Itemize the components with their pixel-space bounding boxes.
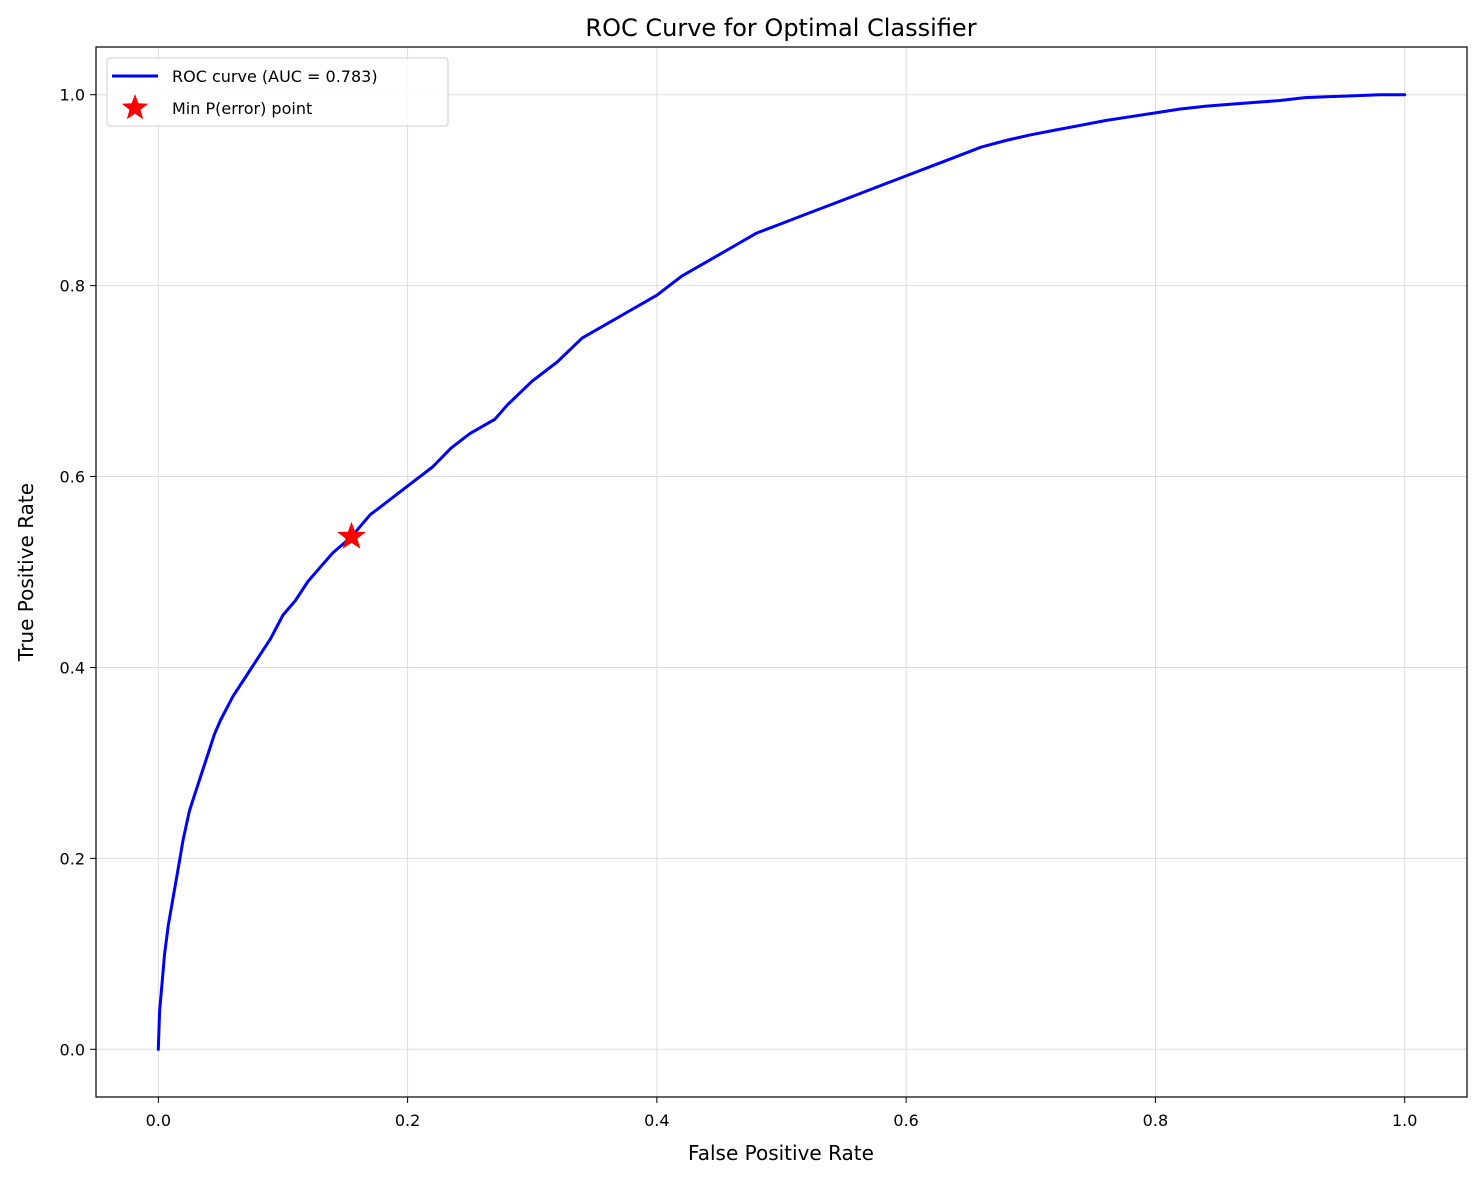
x-axis-label: False Positive Rate	[688, 1141, 874, 1165]
legend-roc-label: ROC curve (AUC = 0.783)	[172, 67, 378, 86]
y-tick-label: 0.6	[60, 468, 85, 487]
y-tick-label: 0.2	[60, 849, 85, 868]
min-error-star-marker	[337, 521, 366, 549]
roc-curve-line	[156, 93, 1407, 1051]
x-tick-label: 0.4	[644, 1111, 669, 1130]
x-axis-ticks: 0.0 0.2 0.4 0.6 0.8 1.0	[146, 1097, 1417, 1130]
x-tick-label: 0.6	[893, 1111, 918, 1130]
legend: ROC curve (AUC = 0.783) Min P(error) poi…	[106, 57, 449, 127]
y-axis-ticks: 0.0 0.2 0.4 0.6 0.8 1.0	[60, 86, 96, 1059]
legend-star-icon	[121, 94, 149, 120]
y-tick-label: 1.0	[60, 86, 85, 105]
x-tick-label: 1.0	[1392, 1111, 1417, 1130]
chart-title: ROC Curve for Optimal Classifier	[585, 14, 976, 42]
y-tick-label: 0.8	[60, 277, 85, 296]
legend-box	[106, 57, 449, 127]
y-tick-label: 0.0	[60, 1040, 85, 1059]
marker-layer	[337, 521, 366, 549]
y-tick-label: 0.4	[60, 658, 85, 677]
x-tick-label: 0.2	[395, 1111, 420, 1130]
x-tick-label: 0.8	[1143, 1111, 1168, 1130]
legend-marker-label: Min P(error) point	[172, 99, 312, 118]
y-axis-label: True Positive Rate	[14, 483, 38, 662]
x-tick-label: 0.0	[146, 1111, 171, 1130]
curve-layer	[156, 93, 1407, 1051]
plot-frame	[95, 46, 1468, 1098]
